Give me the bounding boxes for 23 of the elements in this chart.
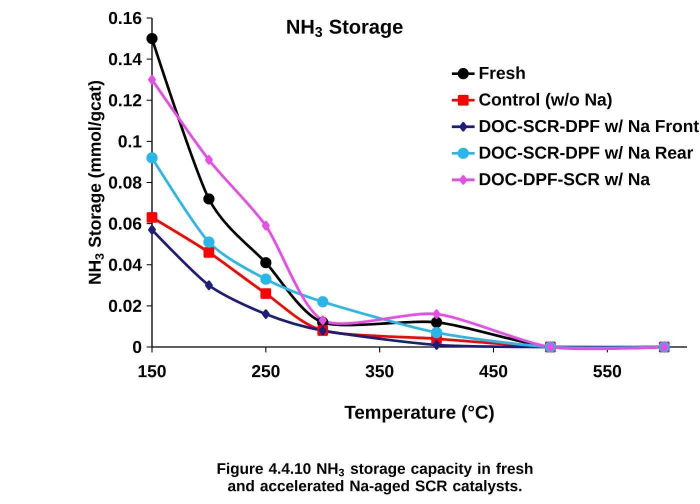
y-tick-label: 0.08	[108, 176, 142, 189]
legend-label: Control (w/o Na)	[479, 92, 612, 110]
y-tick-label: 0.14	[108, 52, 142, 66]
y-tick-label: 0.02	[108, 300, 142, 312]
y-tick-label: 0.06	[108, 217, 142, 230]
caption: Figure 4.4.10 NH$_{3}$ storage capacity in fresh and accelerated Na-aged SCR catalysts.	[218, 462, 532, 494]
y-tick-label: 0.04	[108, 258, 142, 271]
x-tick-label: 550	[593, 365, 622, 378]
x-tick-label: 450	[479, 365, 508, 378]
legend-label: Fresh	[480, 66, 525, 80]
y-tick-label: 0.16	[108, 12, 142, 24]
y-axis-title: NH$_{3}$ Storage (mmol/gcat)	[88, 80, 104, 284]
y-tick-label: 0.12	[108, 94, 142, 106]
legend-label: DOC-SCR-DPF w/ Na Front	[480, 119, 699, 132]
y-tick-label: 0.1	[118, 135, 142, 148]
legend-label: DOC-DPF-SCR w/ Na	[480, 172, 650, 186]
x-tick-label: 350	[366, 365, 394, 378]
y-tick-label: 0	[133, 340, 142, 354]
x-tick-label: 250	[252, 365, 280, 378]
chart-title: NH$_{3}$ Storage	[287, 20, 403, 38]
legend-label: DOC-SCR-DPF w/ Na Rear	[480, 146, 694, 159]
x-tick-label: 150	[138, 365, 166, 378]
x-axis-title: Temperature (°C)	[344, 405, 494, 423]
